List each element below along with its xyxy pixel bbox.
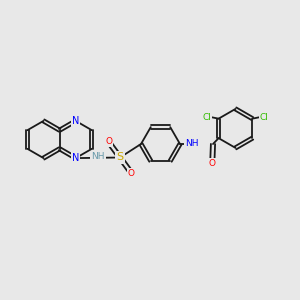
Text: NH: NH (91, 152, 105, 161)
Text: N: N (72, 153, 80, 163)
Text: N: N (72, 116, 80, 126)
Text: Cl: Cl (260, 112, 269, 122)
Text: O: O (105, 137, 112, 146)
Text: O: O (209, 159, 216, 168)
Text: O: O (128, 169, 135, 178)
Text: S: S (116, 152, 124, 163)
Text: Cl: Cl (202, 112, 211, 122)
Text: NH: NH (185, 140, 198, 148)
